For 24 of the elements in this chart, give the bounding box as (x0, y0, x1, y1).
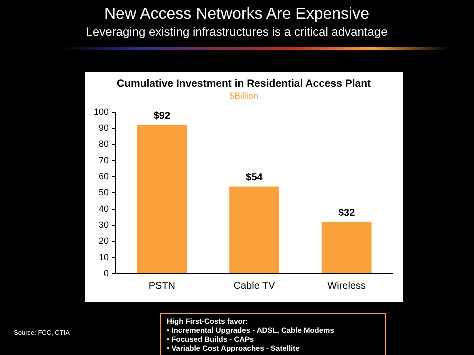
y-tick-label: 10 (99, 252, 110, 262)
data-label: $54 (246, 172, 264, 184)
bar (322, 222, 372, 274)
bar (230, 186, 280, 274)
text: Cumulative Investment in Residential Access Plant (116, 78, 372, 90)
y-tick-label: 90 (99, 123, 110, 134)
y-tick-label: 40 (99, 204, 110, 214)
text: $Billion (228, 91, 260, 101)
y-tick-label: 30 (99, 220, 110, 230)
y-tick-label: 20 (99, 236, 110, 246)
y-tick-label: 80 (99, 139, 110, 150)
y-tick-label: 60 (99, 172, 110, 182)
y-tick-label: 0 (104, 268, 110, 278)
bar (137, 125, 188, 274)
x-tick-label: Wireless (328, 280, 366, 292)
data-label: $32 (338, 208, 356, 220)
chart-title: New Access Networks Are Expensive (104, 6, 370, 24)
chart-subtitle: Leveraging existing infrastructures is a critical advantage (85, 25, 389, 39)
y-tick-label: 100 (94, 106, 110, 117)
y-tick-label: 50 (99, 188, 110, 198)
data-label: $92 (154, 111, 171, 122)
x-tick-label: Cable TV (234, 280, 276, 292)
y-tick-label: 70 (99, 155, 110, 166)
x-tick-label: PSTN (148, 280, 176, 292)
